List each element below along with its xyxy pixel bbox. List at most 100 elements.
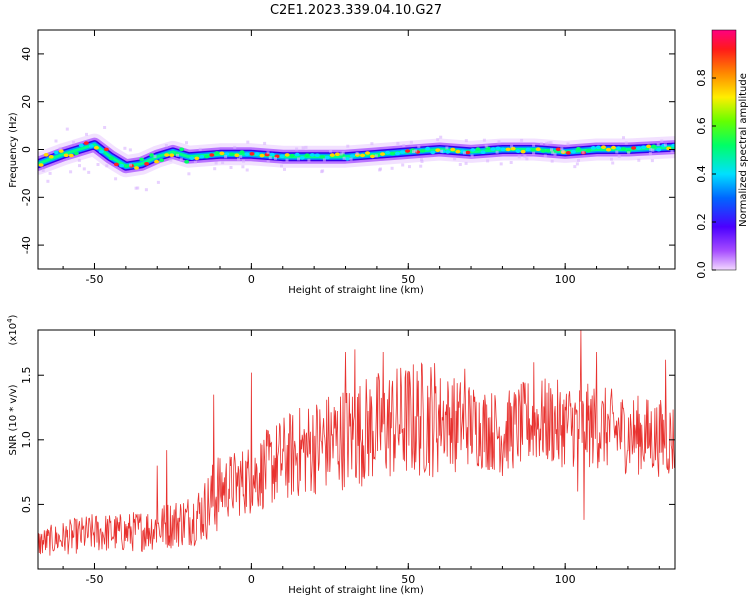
spectrogram-speck (636, 146, 642, 150)
spectrogram-speck (651, 144, 657, 149)
snr-series-line (38, 330, 675, 556)
spectrogram-speck (88, 144, 94, 148)
spectrogram-noise (266, 160, 270, 164)
snr-y-tick-label: 0.5 (20, 496, 33, 514)
spectrogram-noise (560, 147, 564, 151)
spectrogram-noise (499, 162, 503, 166)
spectrogram-speck (78, 143, 84, 148)
spectrogram-speck (299, 156, 305, 160)
spectrogram-speck (214, 151, 220, 155)
snr-x-tick-label: -50 (85, 573, 103, 586)
spectrogram-speck (83, 141, 89, 145)
spectrogram-speck (616, 146, 621, 150)
spectrogram-noise (611, 161, 615, 165)
spectrogram-noise (58, 146, 62, 150)
spectrogram-speck (194, 156, 200, 161)
spectrogram-noise (440, 149, 444, 153)
spectrogram-speck (425, 146, 431, 151)
spectrogram-noise (374, 154, 378, 158)
spectrogram-speck (284, 153, 290, 157)
spectrogram-noise (72, 140, 76, 144)
spectrogram-noise (295, 147, 299, 151)
spectrogram-noise (615, 150, 619, 154)
spectrogram-noise (213, 167, 217, 171)
spectrogram-noise (69, 170, 73, 174)
spectrogram-speck (169, 153, 175, 157)
spectrogram-noise (378, 168, 382, 172)
spectrogram-speck (575, 147, 581, 151)
spectrogram-noise (470, 154, 474, 158)
spectrogram-noise (453, 157, 457, 161)
spectrogram-speck (244, 152, 250, 156)
spectrogram-noise (144, 188, 148, 192)
colorbar-ticks: 0.0 0.2 0.4 0.6 0.8 (695, 69, 716, 279)
spectrogram-noise (54, 139, 58, 143)
snr-panel: -50 0 50 100 0.5 1.0 1.5 Height of straight li… (6, 314, 676, 596)
spectrogram-speck (420, 149, 426, 153)
spectrogram-noise (651, 148, 655, 152)
spectrogram-noise (280, 164, 283, 168)
spectrogram-noise (221, 161, 225, 165)
colorbar-gradient (711, 29, 737, 271)
spectrogram-noise (617, 154, 621, 158)
spectrogram-speck (621, 147, 626, 151)
spectrogram-speck (555, 147, 561, 152)
spectrogram-noise (573, 165, 577, 169)
spectrogram-speck (309, 153, 315, 157)
spectrogram-noise (517, 155, 521, 159)
colorbar-tick-label: 0.0 (695, 261, 708, 279)
spectrogram-speck (470, 148, 476, 152)
spectrogram-y-tick-label: 0 (20, 146, 33, 153)
spectrogram-noise (349, 157, 353, 161)
spectrogram-noise (566, 142, 570, 146)
spectrogram-noise (486, 159, 490, 163)
spectrogram-speck (365, 151, 370, 155)
spectrogram-speck (224, 152, 230, 156)
spectrogram-noise (610, 157, 613, 161)
spectrogram-noise (246, 140, 250, 144)
spectrogram-noise (320, 170, 324, 174)
spectrogram-speck (254, 152, 260, 156)
spectrogram-y-tick-label: 20 (20, 95, 33, 109)
spectrogram-speck (390, 151, 396, 156)
spectrogram-noise (553, 152, 557, 156)
spectrogram-noise (78, 164, 81, 168)
spectrogram-noise (85, 132, 88, 136)
snr-y-scale-label: (x104) (6, 314, 19, 345)
spectrogram-noise (114, 177, 118, 181)
spectrogram-speck (38, 163, 44, 167)
spectrogram-speck (269, 152, 275, 157)
spectrogram-noise (509, 161, 513, 164)
spectrogram-speck (385, 150, 391, 155)
spectrogram-noise (439, 135, 443, 139)
spectrogram-y-tick-label: -40 (20, 236, 33, 254)
spectrogram-noise (445, 146, 449, 150)
snr-axes: -50 0 50 100 0.5 1.0 1.5 (20, 330, 675, 586)
spectrogram-speck (641, 145, 647, 149)
spectrogram-noise (307, 158, 311, 162)
spectrogram-noise (136, 186, 140, 190)
spectrogram-noise (401, 163, 405, 167)
spectrogram-noise (420, 157, 423, 161)
spectrogram-speck (435, 148, 441, 152)
spectrogram-speck (53, 150, 59, 155)
spectrogram-speck (239, 150, 245, 154)
spectrogram-speck (530, 148, 536, 152)
spectrogram-noise (664, 143, 667, 147)
spectrogram-speck (445, 150, 451, 154)
spectrogram-speck (324, 155, 330, 160)
spectrogram-noise (637, 158, 641, 162)
spectrogram-x-tick-label: 100 (555, 273, 576, 286)
spectrogram-noise (77, 158, 81, 162)
spectrogram-speck (219, 151, 225, 156)
spectrogram-noise (105, 164, 109, 168)
spectrogram-noise (532, 151, 536, 155)
spectrogram-noise (408, 165, 411, 169)
spectrogram-x-tick-label: 50 (401, 273, 415, 286)
spectrogram-speck (164, 153, 170, 157)
spectrogram-speck (184, 160, 190, 164)
spectrogram-axes: -50 0 50 100 -40 -20 0 20 40 (20, 30, 675, 286)
spectrogram-speck (43, 153, 49, 157)
spectrogram-noise (575, 162, 579, 166)
spectrogram-y-axis-label: Frequency (Hz) (8, 112, 19, 188)
